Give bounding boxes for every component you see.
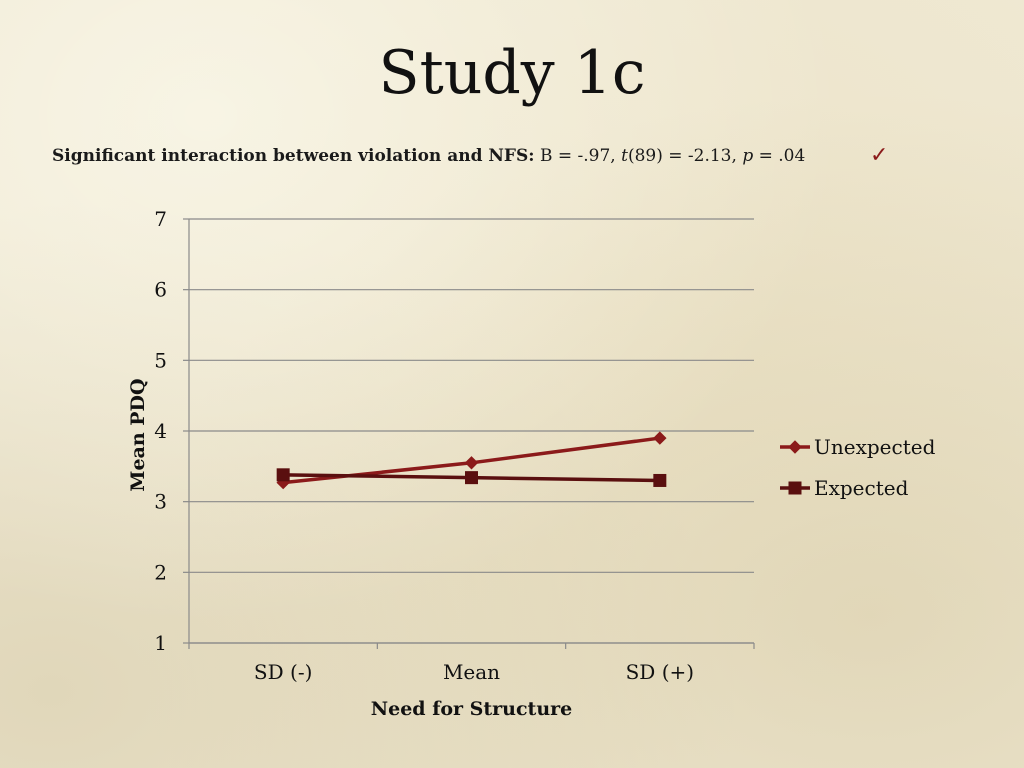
y-tick-label: 2 xyxy=(154,560,167,584)
legend-label: Unexpected xyxy=(814,435,936,459)
y-tick-label: 4 xyxy=(154,419,167,443)
x-axis-title: Need for Structure xyxy=(371,698,573,720)
gridlines xyxy=(189,218,754,644)
legend: Unexpected Expected xyxy=(780,435,936,500)
x-tick-label: SD (+) xyxy=(626,660,694,684)
stats-line: Significant interaction between violatio… xyxy=(52,146,805,166)
y-tick-label: 7 xyxy=(154,207,167,231)
stats-p: = .04 xyxy=(753,146,806,166)
stats-lead: Significant interaction between violatio… xyxy=(52,146,535,166)
stats-p-symbol: p xyxy=(742,146,754,166)
y-tick-label: 5 xyxy=(154,348,167,372)
x-tick-label: Mean xyxy=(443,660,500,684)
data-point-expected xyxy=(653,473,667,487)
y-tick-label: 3 xyxy=(154,490,167,514)
stats-t: (89) = -2.13, xyxy=(627,146,743,166)
data-point-unexpected xyxy=(464,456,479,470)
legend-marker xyxy=(788,440,802,454)
data-point-expected xyxy=(465,471,478,485)
slide-title: Study 1c xyxy=(378,38,646,108)
stats-b: B = -.97, xyxy=(534,146,622,166)
legend-marker xyxy=(788,481,802,495)
axes: 1 2 3 4 5 6 7 SD (-) Mean SD (+) xyxy=(154,207,755,684)
data-point-expected xyxy=(276,468,290,482)
checkmark-icon: ✓ xyxy=(870,143,889,168)
y-tick-label: 6 xyxy=(154,278,167,302)
series xyxy=(276,431,667,490)
data-point-unexpected xyxy=(653,431,667,445)
legend-label: Expected xyxy=(814,476,909,500)
y-axis-title: Mean PDQ xyxy=(127,378,149,491)
stats-t-symbol: t xyxy=(621,146,628,166)
x-tick-label: SD (-) xyxy=(254,660,312,684)
y-tick-label: 1 xyxy=(154,631,167,655)
